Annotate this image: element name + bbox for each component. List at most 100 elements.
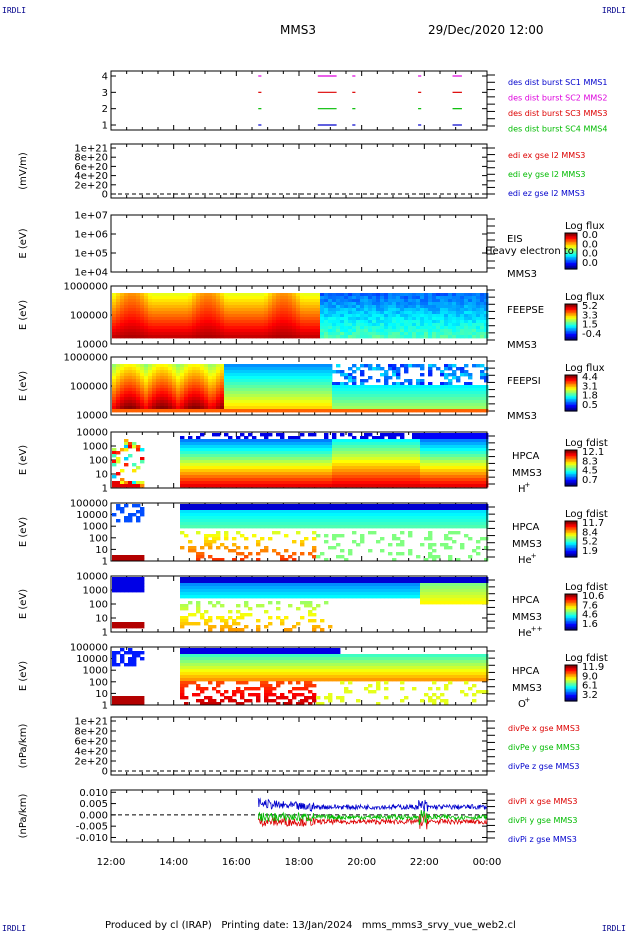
spectrogram-cell [428,460,433,464]
spectrogram-cell [216,308,221,312]
spectrogram-cell [216,370,221,374]
spectrogram-cell [412,463,417,467]
spectrogram-cell [204,403,209,407]
spectrogram-cell [228,314,233,318]
spectrogram-cell [348,481,353,485]
spectrogram-cell [428,335,433,339]
spectrogram-cell [124,519,129,523]
spectrogram-cell [116,555,121,559]
spectrogram-cell [260,323,265,327]
colorbar-cell [565,254,577,257]
spectrogram-cell [172,397,177,401]
spectrogram-cell [172,320,177,324]
spectrogram-cell [260,406,265,410]
spectrogram-cell [268,302,273,306]
spectrogram-cell [304,394,309,398]
spectrogram-cell [264,388,269,392]
spectrogram-cell [360,454,365,458]
spectrogram-cell [288,484,293,488]
spectrogram-cell [424,409,429,413]
spectrogram-cell [408,463,413,467]
panel-frame-overlay [110,285,488,345]
spectrogram-cell [168,385,173,389]
spectrogram-cell [300,442,305,446]
spectrogram-cell [172,317,177,321]
spectrogram-cell [368,451,373,455]
spectrogram-cell [440,469,445,473]
corner-label-top-right: IRDLI [601,6,626,15]
spectrogram-cell [292,469,297,473]
spectrogram-cell [408,445,413,449]
spectrogram-cell [348,329,353,333]
spectrogram-cell [160,373,165,377]
spectrogram-cell [248,314,253,318]
spectrogram-cell [272,391,277,395]
spectrogram-cell [280,409,285,413]
spectrogram-cell [448,302,453,306]
spectrogram-cell [320,305,325,309]
spectrogram-cell [340,299,345,303]
spectrogram-cell [376,317,381,321]
spectrogram-cell [420,364,425,368]
spectrogram-cell [316,364,321,368]
spectrogram-cell [264,439,269,443]
spectrogram-cell [396,370,401,374]
spectrogram-cell [156,320,161,324]
spectrogram-cell [276,296,281,300]
spectrogram-cell [428,436,433,440]
spectrogram-cell [272,299,277,303]
spectrogram-cell [476,332,481,336]
spectrogram-cell [292,379,297,383]
spectrogram-cell [180,475,185,479]
spectrogram-cell [448,445,453,449]
panel-frame-overlay [110,214,488,273]
spectrogram-cell [384,370,389,374]
spectrogram-cell [328,299,333,303]
spectrogram-cell [408,317,413,321]
spectrogram-cell [472,293,477,297]
spectrogram-cell [248,335,253,339]
spectrogram-cell [160,302,165,306]
spectrogram-cell [244,385,249,389]
spectrogram-cell [268,481,273,485]
spectrogram-cell [404,326,409,330]
spectrogram-cell [356,314,361,318]
spectrogram-cell [440,463,445,467]
spectrogram-cell [300,463,305,467]
spectrogram-cell [272,484,277,488]
spectrogram-cell [260,469,265,473]
spectrogram-cell [384,466,389,470]
ytick-label: 1e+04 [74,268,108,279]
spectrogram-cell [328,460,333,464]
spectrogram-cell [136,379,141,383]
datetime-title: 29/Dec/2020 12:00 [428,23,544,37]
spectrogram-cell [124,442,129,446]
spectrogram-cell [324,320,329,324]
spectrogram-cell [452,326,457,330]
spectrogram-cell [436,335,441,339]
spectrogram-cell [476,472,481,476]
spectrogram-cell [220,397,225,401]
spectrogram-cell [340,388,345,392]
spectrogram-cell [240,394,245,398]
spectrogram-cell [268,376,273,380]
spectrogram-cell [112,391,117,395]
spectrogram-cell [196,400,201,404]
spectrogram-cell [428,442,433,446]
spectrogram-cell [452,448,457,452]
spectrogram-cell [288,388,293,392]
spectrogram-cell [192,370,197,374]
spectrogram-cell [452,329,457,333]
spectrogram-cell [308,376,313,380]
spectrogram-cell [328,481,333,485]
spectrogram-cell [132,308,137,312]
spectrogram-cell [168,326,173,330]
spectrogram-cell [416,460,421,464]
spectrogram-cell [320,364,325,368]
spectrogram-cell [368,367,373,371]
spectrogram-cell [184,507,189,511]
spectrogram-cell [288,472,293,476]
colorbar-cell [565,408,577,411]
spectrogram-cell [296,448,301,452]
spectrogram-cell [416,481,421,485]
